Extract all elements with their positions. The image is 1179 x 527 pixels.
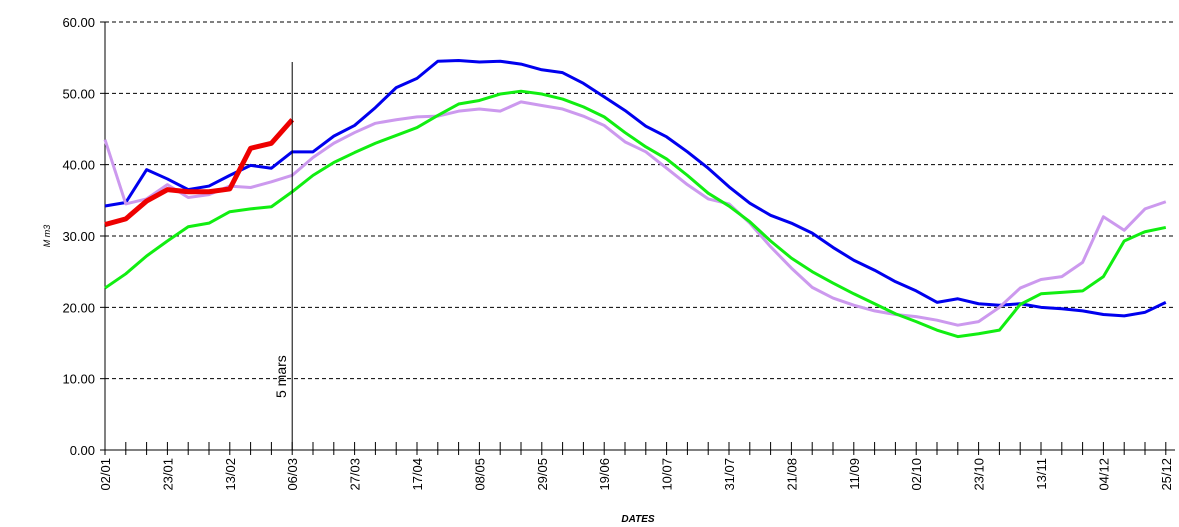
x-tick-label: 19/06 <box>597 458 612 491</box>
x-axis-label: DATES <box>621 514 654 525</box>
x-tick-label: 23/01 <box>160 458 175 491</box>
y-tick-label: 30.00 <box>62 229 95 244</box>
x-tick-label: 27/03 <box>348 458 363 491</box>
x-tick-label: 13/11 <box>1034 458 1049 490</box>
series-line <box>104 59 1167 318</box>
y-tick-label: 50.00 <box>62 86 95 101</box>
annotation-label: 5 mars <box>273 355 289 398</box>
series-line <box>103 100 1167 327</box>
x-tick-label: 29/05 <box>535 458 550 491</box>
x-tick-label: 23/10 <box>972 458 987 491</box>
series-line <box>104 89 1167 339</box>
x-tick-label: 11/09 <box>847 458 862 490</box>
y-tick-label: 10.00 <box>62 372 95 387</box>
y-tick-label: 60.00 <box>62 15 95 30</box>
x-tick-label: 02/10 <box>909 458 924 491</box>
y-tick-label: 40.00 <box>62 158 95 173</box>
x-tick-label: 21/08 <box>784 458 799 491</box>
y-tick-label: 0.00 <box>70 443 95 458</box>
x-tick-label: 13/02 <box>223 458 238 491</box>
x-tick-label: 17/04 <box>410 458 425 491</box>
x-tick-label: 08/05 <box>472 458 487 491</box>
x-tick-label: 25/12 <box>1159 458 1174 491</box>
x-tick-label: 06/03 <box>285 458 300 491</box>
x-tick-label: 04/12 <box>1096 458 1111 491</box>
y-axis-label: M m3 <box>42 225 52 248</box>
x-tick-label: 31/07 <box>722 458 737 491</box>
x-tick-label: 10/07 <box>660 458 675 491</box>
y-tick-label: 20.00 <box>62 300 95 315</box>
x-tick-label: 02/01 <box>98 458 113 491</box>
series-line <box>104 118 295 227</box>
